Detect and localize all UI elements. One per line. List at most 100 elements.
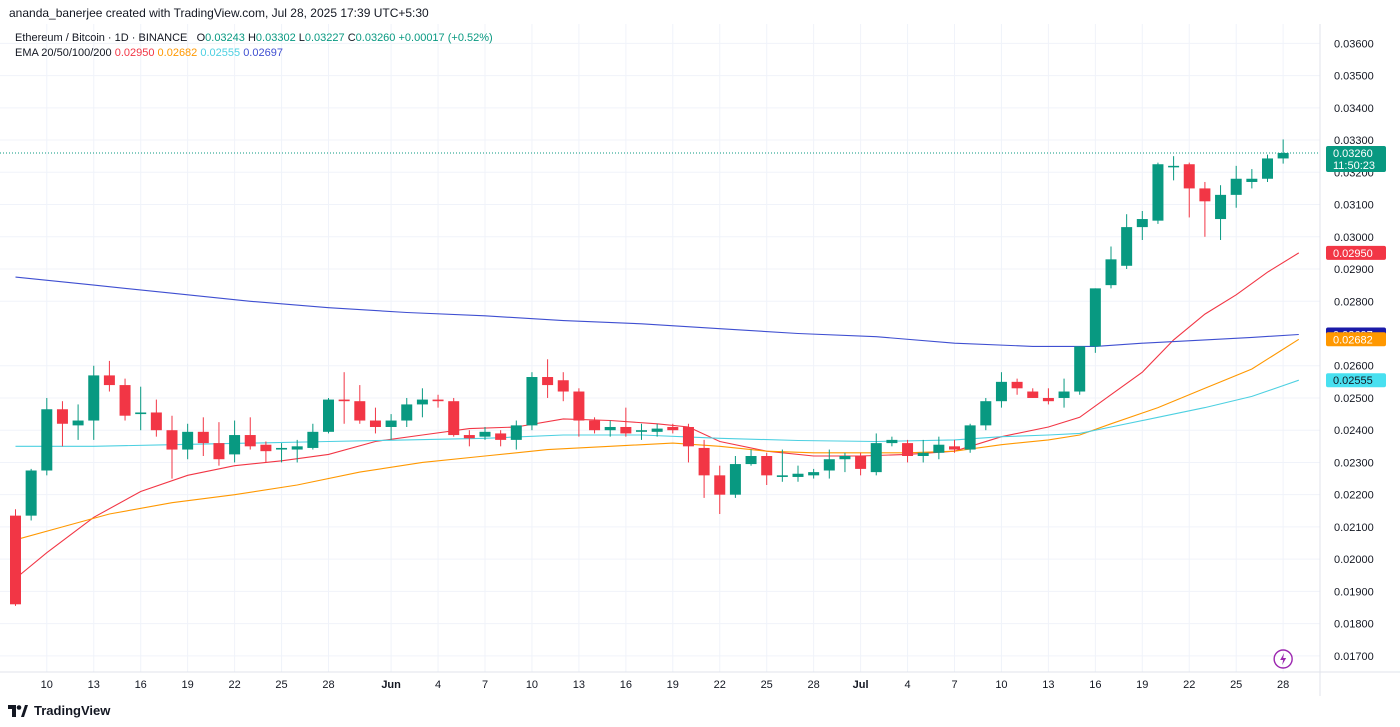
candle-body (855, 456, 867, 469)
y-tick-label: 0.02300 (1334, 457, 1374, 469)
x-tick-label: 13 (573, 679, 585, 691)
candle-body (72, 420, 84, 426)
candle-body (56, 409, 68, 424)
candle-body (714, 475, 726, 495)
x-tick-label: 22 (1183, 679, 1195, 691)
ema50-badge: 0.02682 (1333, 334, 1373, 346)
candle-body (1027, 391, 1039, 398)
candle-body (1262, 158, 1273, 179)
candle-body (1246, 178, 1258, 182)
candle-body (1074, 346, 1086, 392)
candle-body (589, 420, 601, 431)
last-price-badge-countdown: 11:50:23 (1333, 160, 1375, 172)
close-value: 0.03260 (355, 32, 396, 44)
candle-body (667, 426, 679, 431)
candle-body (886, 439, 898, 444)
candle-body (698, 447, 710, 476)
y-tick-label: 0.03600 (1334, 38, 1374, 50)
last-price-badge-bg (1326, 145, 1386, 172)
candle-body (1152, 164, 1164, 221)
candle-body (244, 435, 256, 447)
candle-body (150, 412, 162, 431)
ema200-line (15, 276, 1299, 347)
candle-body (213, 443, 225, 460)
y-tick-label: 0.03500 (1334, 71, 1374, 83)
candlestick-chart[interactable]: 0.01700 0.01800 0.01900 0.02000 0.02100 0.022… (0, 24, 1400, 696)
y-tick-label: 0.03400 (1334, 103, 1374, 115)
candle-body (416, 399, 428, 405)
x-tick-label: 10 (526, 679, 538, 691)
x-tick-label: 7 (482, 679, 488, 691)
x-tick-label: 19 (667, 679, 679, 691)
candle-body (1168, 165, 1180, 168)
tradingview-logo-icon (8, 704, 28, 717)
candle-body (1199, 188, 1211, 202)
x-tick-label: 19 (1136, 679, 1148, 691)
close-label: C (347, 32, 356, 44)
candle-body (182, 431, 194, 450)
candle-body (1011, 381, 1023, 389)
y-tick-label: 0.01800 (1334, 619, 1374, 631)
y-tick-label: 0.02800 (1334, 296, 1374, 308)
ema100-value: 0.02555 (200, 47, 241, 59)
candle-body (10, 515, 21, 605)
candle-body (1215, 194, 1227, 220)
candle-body (119, 385, 131, 416)
high-value: 0.03302 (255, 32, 296, 44)
candle-body (745, 456, 757, 465)
chart-attribution: ananda_banerjee created with TradingView… (9, 6, 429, 20)
x-tick-label: 22 (714, 679, 726, 691)
ema100-badge-bg (1326, 373, 1386, 388)
candle-body (917, 452, 929, 456)
ema200-value: 0.02697 (243, 47, 283, 59)
candle-body (604, 426, 616, 431)
tradingview-brand[interactable]: TradingView (8, 703, 110, 718)
open-label: O (196, 32, 206, 44)
candle-body (729, 464, 741, 495)
x-tick-label: 19 (182, 679, 194, 691)
candle-body (1136, 219, 1148, 228)
ema20-line (15, 252, 1300, 579)
symbol-name[interactable]: Ethereum / Bitcoin · 1D · BINANCE (15, 32, 188, 44)
candle-body (197, 431, 209, 444)
candle-body (88, 375, 100, 421)
candle-body (229, 435, 241, 455)
candle-body (839, 456, 851, 460)
candle-body (323, 399, 334, 432)
ema-label[interactable]: EMA 20/50/100/200 (15, 47, 112, 59)
candle-body (620, 426, 632, 434)
candle-body (1277, 152, 1289, 159)
candle-body (823, 459, 835, 471)
x-tick-label: 28 (808, 679, 820, 691)
ema50-badge-bg (1326, 332, 1386, 347)
candle-body (291, 446, 303, 450)
candle-body (432, 399, 444, 402)
candle-body (933, 444, 945, 453)
chart-area[interactable]: 0.01700 0.01800 0.01900 0.02000 0.02100 0.022… (0, 24, 1400, 696)
candle-body (995, 381, 1007, 402)
candle-body (338, 399, 350, 402)
ema50-value: 0.02682 (157, 47, 198, 59)
x-tick-label: 16 (620, 679, 632, 691)
x-tick-label: 16 (1089, 679, 1101, 691)
candle-body (495, 433, 507, 440)
brand-name: TradingView (34, 703, 111, 718)
candle-body (682, 426, 694, 447)
symbol-legend: Ethereum / Bitcoin · 1D · BINANCE O 0.032… (15, 32, 493, 44)
candle-body (354, 401, 366, 421)
x-tick-label: 16 (135, 679, 147, 691)
candle-body (166, 430, 178, 450)
candle-body (260, 444, 272, 452)
candle-body (526, 377, 538, 426)
x-tick-label: 25 (1230, 679, 1242, 691)
ema20-value: 0.02950 (114, 47, 155, 59)
last-price-badge: 0.03260 (1333, 148, 1373, 160)
candle-body (792, 473, 804, 477)
candle-body (573, 391, 585, 421)
x-tick-label: 22 (228, 679, 240, 691)
candle-body (307, 431, 319, 448)
y-tick-label: 0.03000 (1334, 232, 1374, 244)
x-tick-label: Jun (381, 679, 401, 691)
candle-body (448, 401, 460, 436)
ema20-badge-bg (1326, 245, 1386, 260)
